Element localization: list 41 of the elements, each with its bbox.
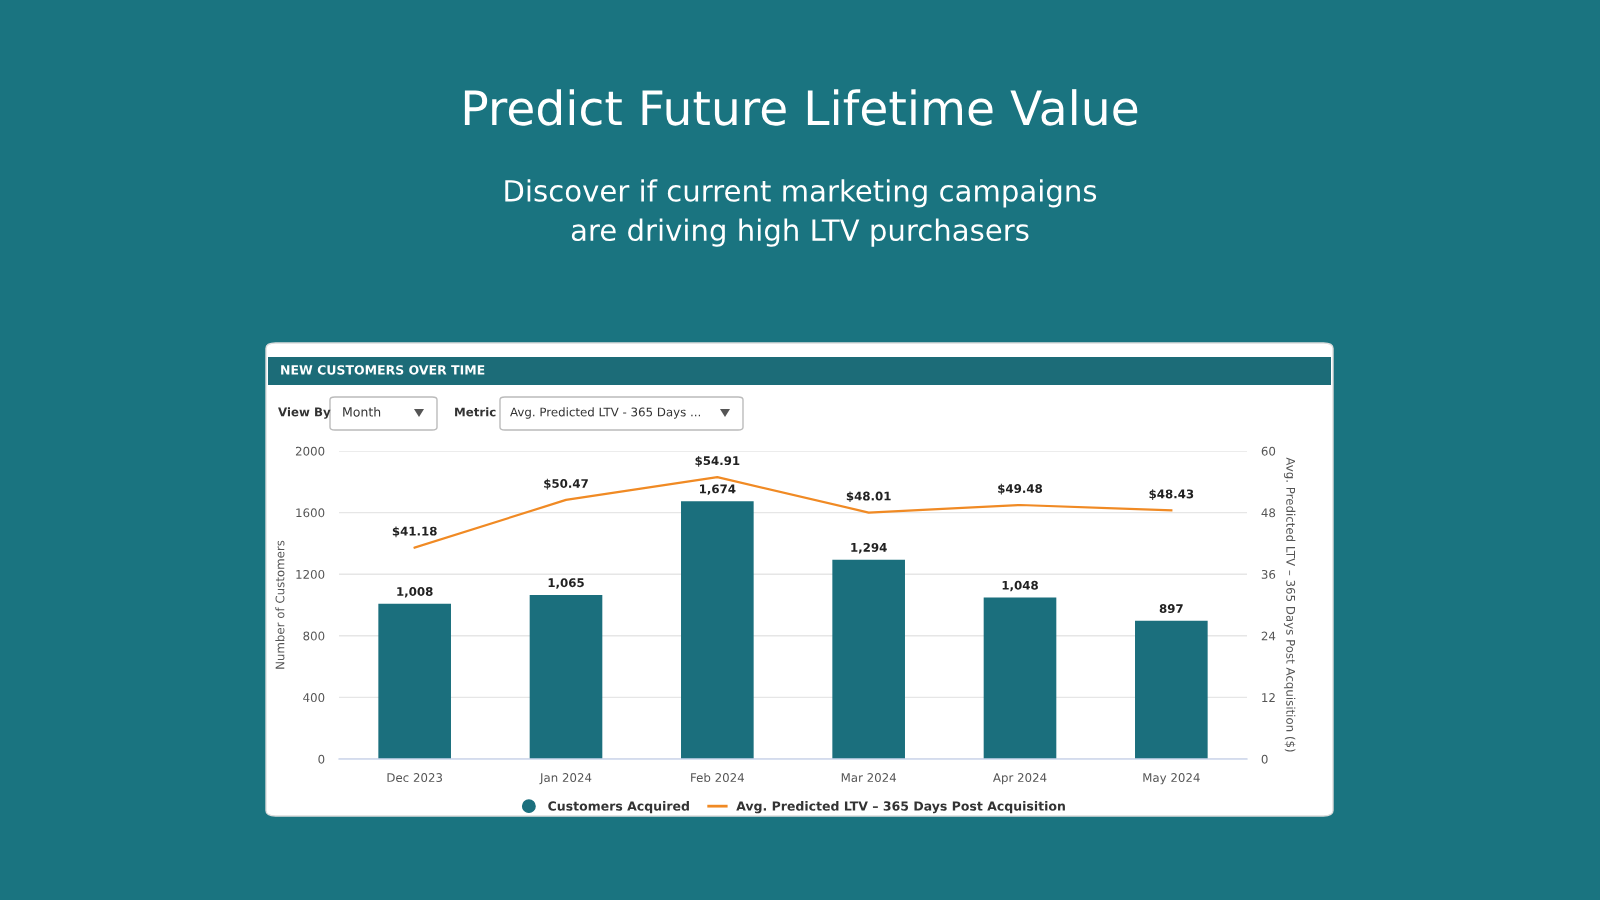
data-label: 897 bbox=[1159, 604, 1183, 614]
text: Metric bbox=[455, 407, 496, 417]
text: Month bbox=[343, 406, 381, 417]
x-tick-label: Feb 2024 bbox=[691, 772, 745, 783]
y-axis-title: Number of Customers bbox=[275, 540, 285, 669]
data-label: $54.91 bbox=[695, 455, 740, 467]
y-tick-label: 0 bbox=[318, 754, 325, 764]
legend-label: Customers Acquired bbox=[548, 801, 689, 814]
y-tick-label: 2000 bbox=[295, 446, 325, 456]
y2-tick-label: 0 bbox=[1261, 754, 1268, 764]
x-tick-label: Mar 2024 bbox=[841, 773, 897, 783]
data-label: 1,674 bbox=[699, 484, 736, 495]
x-tick-label: Jan 2024 bbox=[539, 773, 592, 785]
x-tick-label: Dec 2023 bbox=[387, 773, 443, 783]
text: NEW CUSTOMERS OVER TIME bbox=[281, 365, 485, 375]
y-tick-label: 800 bbox=[303, 631, 325, 641]
data-label: $49.48 bbox=[998, 483, 1043, 495]
chart-title: Predict Future Lifetime Value bbox=[464, 89, 1138, 126]
text: View By bbox=[278, 407, 331, 419]
x-tick-label: May 2024 bbox=[1143, 773, 1200, 785]
y2-tick-label: 12 bbox=[1262, 693, 1275, 702]
data-label: 1,008 bbox=[397, 587, 433, 598]
legend-label: Avg. Predicted LTV – 365 Days Post Acquisition bbox=[736, 801, 1065, 814]
y-tick-label: 1200 bbox=[296, 569, 325, 579]
x-tick-label: Apr 2024 bbox=[992, 773, 1047, 785]
data-label: 1,048 bbox=[1002, 580, 1038, 592]
text: Avg. Predicted LTV - 365 Days ... bbox=[510, 407, 701, 419]
y2-tick-label: 36 bbox=[1261, 569, 1276, 579]
y-tick-label: 1600 bbox=[296, 508, 325, 518]
chart-subtitle: Discover if current marketing campaigns are driving high LTV purchasers bbox=[505, 179, 1097, 247]
data-label: $50.47 bbox=[544, 478, 588, 490]
data-label: $48.01 bbox=[846, 491, 891, 503]
y2-axis-title: Avg. Predicted LTV – 365 Days Post Acquisition ($) bbox=[1283, 457, 1296, 752]
y-tick-label: 400 bbox=[303, 693, 325, 703]
data-label: $41.18 bbox=[392, 526, 437, 538]
data-label: $48.43 bbox=[1149, 489, 1194, 500]
y2-tick-label: 24 bbox=[1261, 631, 1276, 641]
data-label: 1,294 bbox=[851, 542, 887, 554]
y2-tick-label: 48 bbox=[1261, 508, 1276, 518]
data-label: 1,065 bbox=[548, 578, 584, 589]
y2-tick-label: 60 bbox=[1261, 446, 1276, 456]
